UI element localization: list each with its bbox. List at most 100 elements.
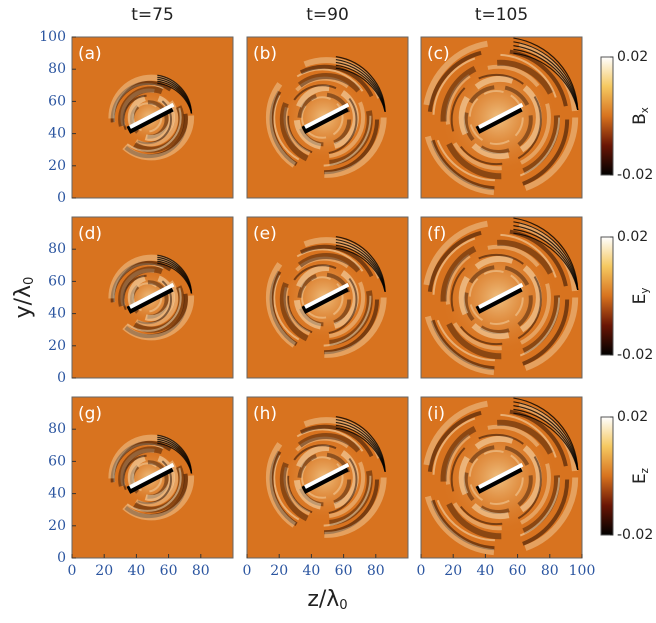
ring — [450, 253, 542, 346]
column-title: t=105 — [475, 5, 528, 25]
panel-label: (f) — [427, 224, 446, 244]
x-tick-label: 0 — [417, 563, 426, 579]
ring — [440, 239, 561, 360]
target-bright — [478, 462, 524, 489]
y-tick-label: 40 — [48, 126, 66, 142]
ring — [269, 244, 380, 355]
heatmap-image — [72, 217, 233, 378]
x-tick-label: 20 — [444, 563, 462, 579]
target-bright — [129, 462, 175, 489]
ring — [427, 408, 570, 551]
ring — [129, 460, 169, 499]
y-axis-label-sub: 0 — [22, 277, 37, 285]
ring — [122, 454, 173, 505]
colorbar — [600, 416, 614, 536]
ring — [297, 272, 352, 327]
x-tick-label: 60 — [160, 563, 178, 579]
arc — [335, 416, 386, 472]
column-title: t=75 — [131, 5, 174, 25]
ring — [108, 254, 195, 341]
arc — [513, 401, 579, 470]
ring — [283, 436, 366, 519]
ring — [427, 48, 570, 191]
target-bright — [478, 102, 524, 129]
x-tick-label: 80 — [541, 563, 559, 579]
target-dark — [126, 284, 174, 314]
colorbar-tick-label: -0.02 — [617, 527, 653, 543]
ring — [440, 59, 561, 180]
y-tick-label: 0 — [57, 370, 66, 386]
x-axis-label-main: z/λ — [307, 587, 339, 612]
ring — [122, 274, 173, 325]
colorbar-label-sub: y — [640, 288, 651, 294]
frame — [71, 216, 234, 379]
colorbar-label-sub: z — [640, 468, 651, 473]
target-dark — [475, 284, 523, 314]
target-bright — [129, 282, 175, 309]
ring — [129, 280, 169, 319]
target-dark — [475, 104, 523, 134]
ring — [458, 255, 542, 340]
ring — [287, 264, 358, 335]
colorbar-label-sub: x — [640, 107, 651, 113]
x-tick-label: 80 — [192, 563, 210, 579]
arc — [513, 397, 579, 470]
colorbar-tick-label: -0.02 — [617, 347, 653, 363]
arc — [513, 408, 579, 471]
colorbar-label-main: B — [630, 113, 650, 125]
x-axis-label-sub: 0 — [339, 598, 347, 613]
arc — [513, 228, 579, 291]
ring — [129, 100, 169, 139]
y-axis-label: y/λ0 — [11, 277, 37, 319]
ring — [287, 444, 358, 515]
frame — [420, 216, 583, 379]
heatmap-image — [72, 37, 233, 198]
x-tick-label: 40 — [476, 563, 494, 579]
colorbar — [600, 56, 614, 176]
panel-label: (i) — [427, 404, 445, 424]
heatmap-image — [421, 217, 582, 378]
y-tick-label: 20 — [48, 338, 66, 354]
ring — [458, 435, 542, 520]
ring — [120, 88, 179, 147]
x-axis-label: z/λ0 — [307, 587, 347, 613]
ring — [269, 424, 380, 535]
ring — [297, 92, 352, 147]
colorbar-label: Ez — [630, 468, 651, 484]
frame — [71, 396, 234, 559]
arc — [513, 37, 579, 110]
ring — [108, 74, 195, 161]
ring — [108, 434, 195, 521]
x-tick-label: 20 — [270, 563, 288, 579]
ring — [422, 399, 579, 556]
y-tick-label: 20 — [48, 158, 66, 174]
ring — [110, 80, 188, 159]
colorbar — [600, 236, 614, 356]
ring — [422, 219, 579, 376]
arc — [513, 41, 579, 110]
frame — [246, 216, 409, 379]
target-bright — [478, 282, 524, 309]
x-tick-label: 100 — [569, 563, 596, 579]
ring — [118, 266, 185, 333]
colorbar-tick-label: 0.02 — [617, 229, 648, 245]
ring — [468, 270, 524, 325]
target-dark — [301, 284, 349, 314]
ring — [300, 456, 344, 499]
target-bright — [304, 462, 350, 489]
arc — [513, 225, 579, 291]
colorbar-label-main: E — [630, 473, 650, 484]
ring — [122, 94, 173, 145]
panel-label: (g) — [78, 404, 102, 424]
y-tick-label: 60 — [48, 453, 66, 469]
x-tick-label: 60 — [335, 563, 353, 579]
ring — [287, 84, 358, 155]
ring — [279, 73, 373, 166]
arc — [513, 405, 579, 471]
y-tick-label: 60 — [48, 93, 66, 109]
heatmap-image — [247, 397, 408, 558]
ring — [468, 450, 524, 505]
ring — [265, 57, 387, 178]
ring — [300, 276, 344, 319]
colorbar-tick-label: 0.02 — [617, 409, 648, 425]
